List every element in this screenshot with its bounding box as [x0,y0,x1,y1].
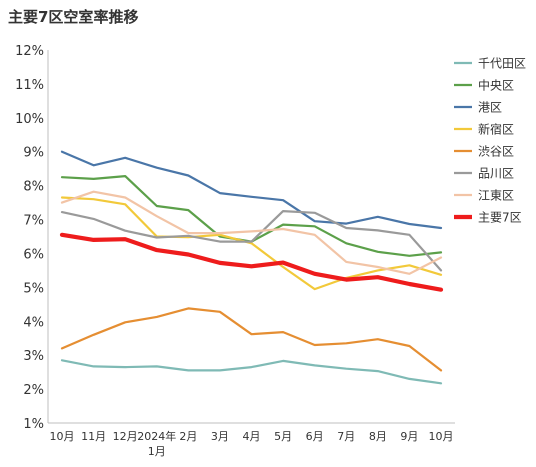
x-tick-label: 4月 [243,430,261,443]
y-tick-label: 5% [23,281,44,296]
x-tick-label: 10月 [50,430,75,443]
y-tick-label: 11% [15,78,44,93]
series-line-3 [60,196,443,291]
x-tick-label: 7月 [337,430,355,443]
legend-label: 中央区 [478,78,514,93]
y-tick-label: 9% [23,146,44,161]
x-tick-label: 3月 [211,430,229,443]
y-tick-label: 3% [23,349,44,364]
legend-label: 渋谷区 [478,145,514,159]
legend-label: 江東区 [478,189,514,203]
y-tick-label: 1% [23,417,44,432]
legend-label: 千代田区 [478,57,526,71]
legend-label: 新宿区 [478,122,514,137]
x-tick-label: 8月 [369,430,387,443]
series-line-5 [60,210,443,272]
x-tick-label: 12月 [113,430,138,443]
y-tick-label: 8% [23,180,44,195]
y-tick-label: 10% [15,112,44,127]
x-tick-label: 2024年 1月 [137,429,176,458]
series-line-7 [59,232,444,292]
y-tick-label: 6% [23,247,44,262]
series-line-4 [60,307,443,372]
y-tick-label: 4% [23,315,44,330]
series-line-0 [60,359,443,385]
legend-label: 品川区 [478,167,514,181]
plot-area [59,150,444,385]
legend-label: 港区 [478,101,502,115]
y-axis: 1% 2% 3% 4% 5% 6% 7% 8% 9% 10% 11% 12% [15,44,49,432]
x-tick-label: 6月 [306,430,324,443]
x-tick-label: 10月 [429,430,454,443]
x-tick-label: 9月 [400,430,418,443]
legend-label: 主要7区 [478,211,522,225]
y-tick-label: 12% [15,44,44,59]
y-tick-label: 2% [23,383,44,398]
y-tick-label: 7% [23,214,44,229]
x-tick-label: 2月 [179,430,197,443]
series-line-2 [60,150,443,230]
x-tick-label: 11月 [81,430,106,443]
chart-title: 主要7区空室率推移 [8,8,139,26]
series-line-6 [60,190,443,275]
x-tick-label: 5月 [274,430,292,443]
